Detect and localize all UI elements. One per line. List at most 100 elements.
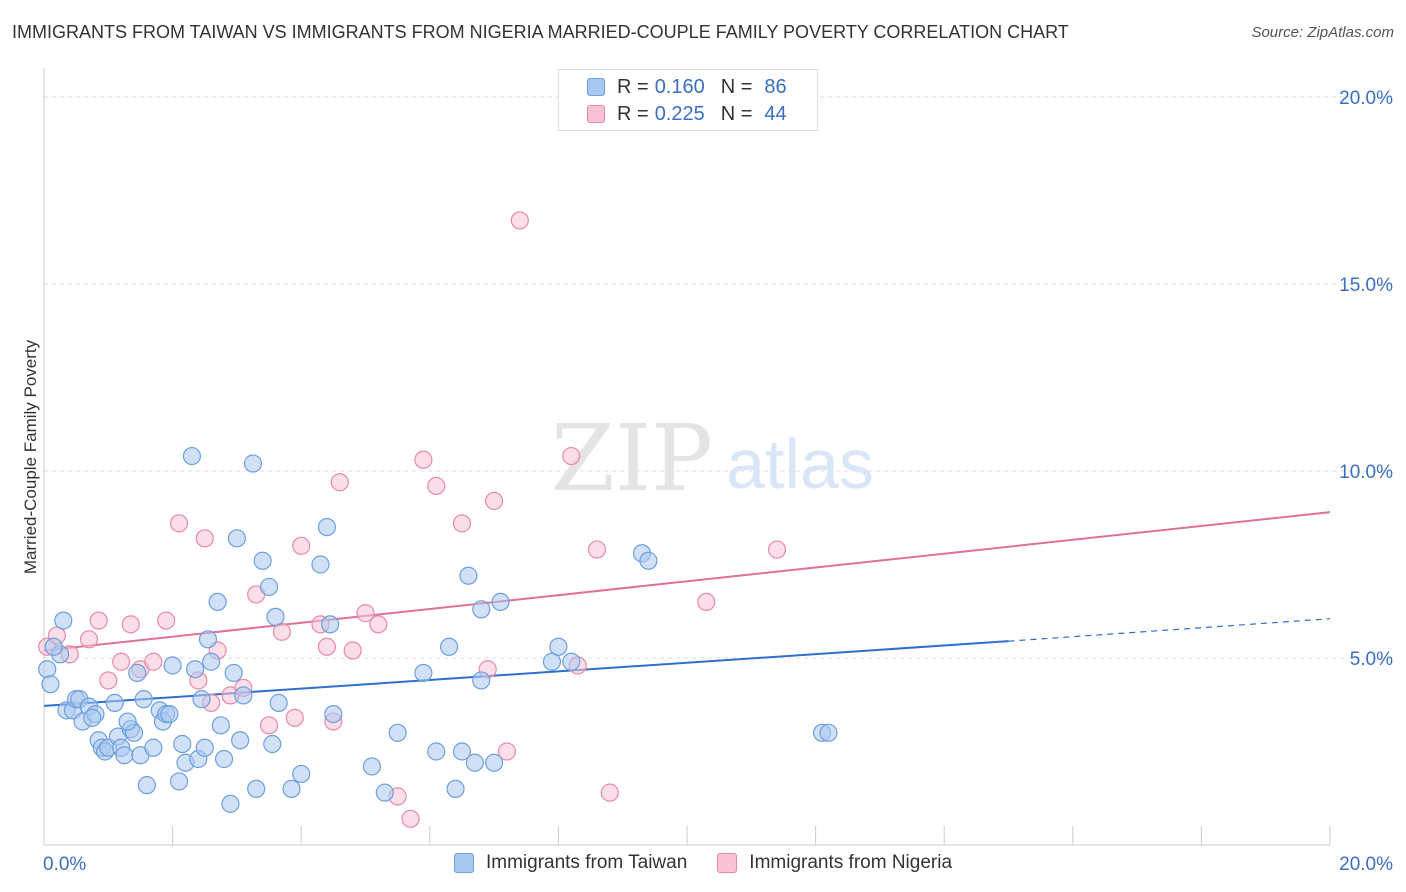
nigeria-point <box>285 708 304 727</box>
taiwan-point <box>317 517 337 537</box>
taiwan-point <box>388 723 407 742</box>
nigeria-point <box>79 630 99 649</box>
taiwan-point <box>542 652 562 671</box>
series-legend: Immigrants from Taiwan Immigrants from N… <box>0 852 1406 874</box>
taiwan-point <box>439 637 459 656</box>
taiwan-point <box>38 660 57 679</box>
nigeria-point <box>259 716 279 735</box>
taiwan-point <box>324 704 343 724</box>
taiwan-point <box>163 656 182 675</box>
taiwan-point <box>485 753 504 772</box>
taiwan-point <box>231 731 250 750</box>
taiwan-swatch-icon <box>453 853 474 873</box>
nigeria-point <box>292 536 311 555</box>
nigeria-point <box>144 652 163 671</box>
taiwan-point <box>491 592 510 612</box>
nigeria-point <box>272 622 292 641</box>
taiwan-point <box>639 551 658 570</box>
taiwan-point <box>549 637 568 656</box>
taiwan-point <box>266 607 285 626</box>
taiwan-point <box>819 723 838 742</box>
taiwan-point <box>427 742 446 761</box>
y-tick-label: 5.0% <box>1350 649 1393 670</box>
taiwan-point <box>227 529 246 548</box>
trend-line-extension-0 <box>1008 618 1331 642</box>
taiwan-point <box>472 600 491 619</box>
taiwan-point <box>211 716 230 735</box>
taiwan-point <box>562 652 581 671</box>
taiwan-point <box>253 551 272 570</box>
data-points <box>38 211 838 828</box>
taiwan-point <box>282 779 301 799</box>
taiwan-point <box>311 555 330 574</box>
taiwan-point <box>221 794 240 813</box>
nigeria-swatch-icon <box>717 853 738 873</box>
y-axis-label: Married-Couple Family Poverty <box>21 339 40 575</box>
taiwan-point <box>186 660 205 679</box>
legend-item-nigeria: Immigrants from Nigeria <box>717 852 952 874</box>
taiwan-point <box>41 675 60 694</box>
r-value: 0.225 <box>654 102 705 125</box>
y-tick-label: 15.0% <box>1339 275 1393 296</box>
taiwan-point <box>160 704 179 724</box>
nigeria-point <box>600 783 619 802</box>
legend-row-taiwan: R = 0.160 N = 86 <box>587 74 787 100</box>
nigeria-point <box>195 529 214 548</box>
taiwan-point <box>44 637 63 656</box>
nigeria-point <box>157 611 176 630</box>
nigeria-point <box>401 809 420 828</box>
taiwan-point <box>208 592 227 612</box>
watermark-atlas: atlas <box>726 425 874 503</box>
n-label: N = <box>720 75 753 98</box>
taiwan-point <box>198 630 218 649</box>
nigeria-point <box>452 514 472 533</box>
taiwan-point <box>169 772 189 791</box>
r-label: R = <box>617 102 649 125</box>
taiwan-point <box>234 686 253 705</box>
n-value: 86 <box>764 75 787 98</box>
taiwan-point <box>144 738 163 757</box>
nigeria-point <box>317 637 337 656</box>
taiwan-point <box>195 738 214 757</box>
source-credit: Source: ZipAtlas.com <box>1251 24 1394 41</box>
taiwan-point <box>137 776 156 795</box>
taiwan-point <box>214 749 234 769</box>
taiwan-point <box>452 742 472 761</box>
watermark: ZIP atlas <box>551 405 874 512</box>
x-tick-label: 0.0% <box>43 854 86 875</box>
taiwan-point <box>269 693 288 712</box>
legend-label-taiwan: Immigrants from Taiwan <box>485 852 688 873</box>
nigeria-point <box>369 615 388 634</box>
nigeria-point <box>414 450 433 469</box>
correlation-legend: R = 0.160 N = 86 R = 0.225 N = 44 <box>558 69 818 131</box>
n-label: N = <box>720 102 753 125</box>
taiwan-point <box>375 783 394 802</box>
taiwan-point <box>83 708 102 727</box>
taiwan-point <box>134 690 153 709</box>
taiwan-point <box>192 690 211 709</box>
n-value: 44 <box>764 102 787 125</box>
nigeria-swatch-icon <box>587 105 605 123</box>
nigeria-point <box>89 611 108 630</box>
y-tick-label: 20.0% <box>1339 88 1393 109</box>
nigeria-point <box>112 652 131 671</box>
taiwan-point <box>472 671 491 690</box>
taiwan-point <box>446 779 465 799</box>
taiwan-point <box>54 611 73 630</box>
trend-line-1 <box>43 511 1331 652</box>
taiwan-point <box>182 446 201 466</box>
tick-labels: 5.0% 10.0% 15.0% 20.0% 0.0% 20.0% <box>43 88 1393 875</box>
taiwan-point <box>128 663 147 683</box>
taiwan-point <box>202 652 221 671</box>
taiwan-point <box>459 566 478 585</box>
nigeria-point <box>697 592 716 612</box>
r-value: 0.160 <box>654 75 705 98</box>
taiwan-point <box>259 577 279 597</box>
gridlines <box>44 96 1392 659</box>
nigeria-point <box>343 641 362 660</box>
nigeria-point <box>497 742 517 761</box>
taiwan-point <box>362 757 382 776</box>
legend-item-taiwan: Immigrants from Taiwan <box>453 852 688 874</box>
axes <box>43 68 1331 846</box>
nigeria-point <box>485 491 504 511</box>
